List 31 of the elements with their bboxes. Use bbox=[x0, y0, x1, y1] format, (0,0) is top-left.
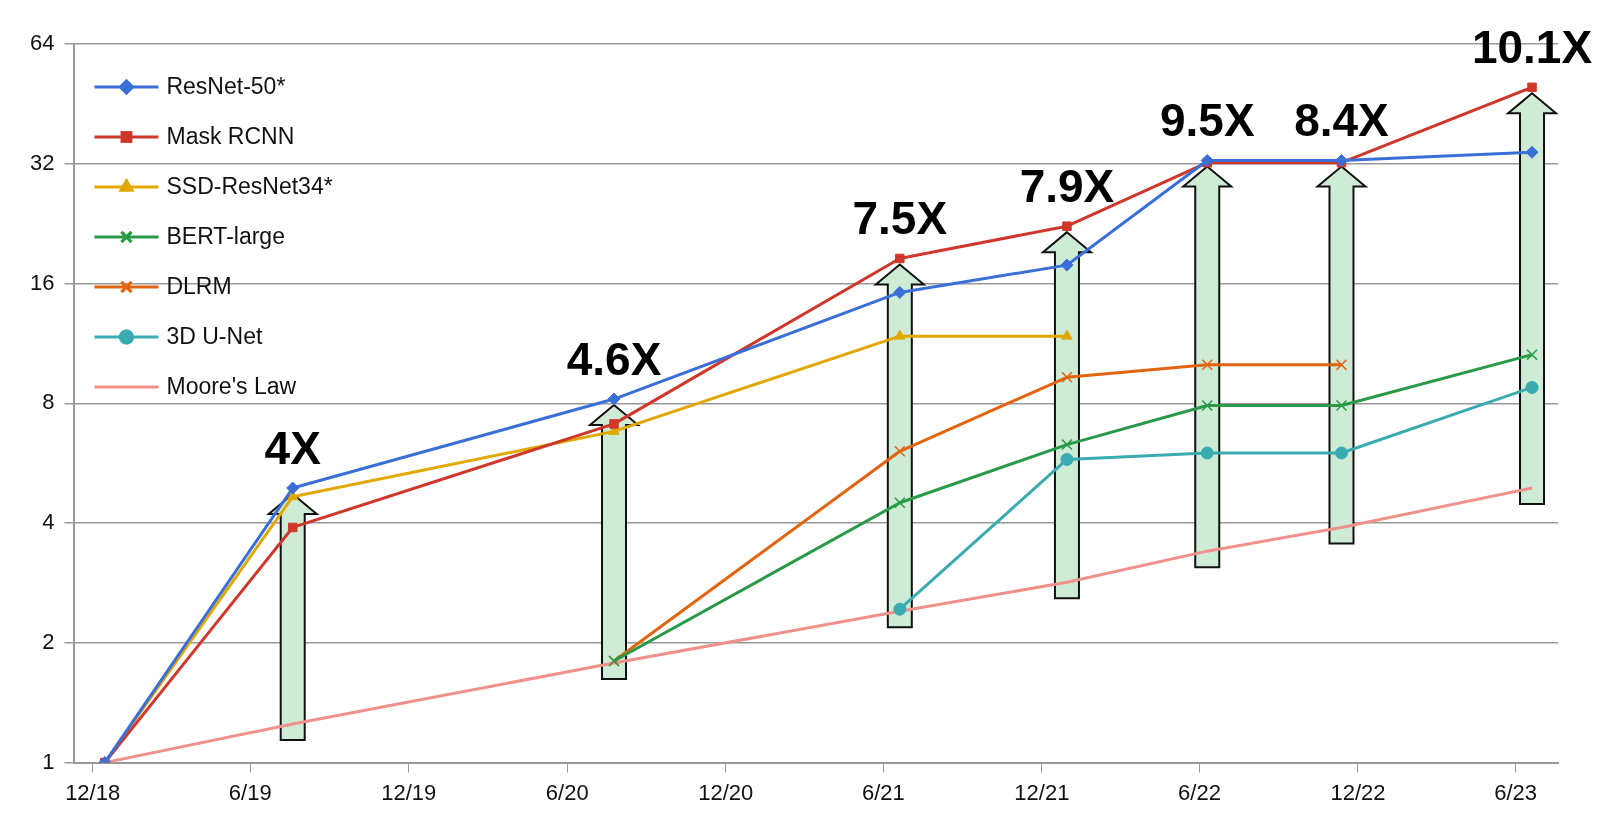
legend-label: BERT-large bbox=[166, 223, 285, 250]
y-tick-label: 2 bbox=[42, 628, 55, 654]
legend-label: Mask RCNN bbox=[166, 123, 295, 150]
legend-label: SSD-ResNet34* bbox=[166, 173, 333, 200]
y-tick-label: 64 bbox=[29, 30, 55, 56]
annotation: 10.1X bbox=[1471, 21, 1593, 74]
annotation: 4X bbox=[264, 421, 322, 474]
legend-label: Moore's Law bbox=[166, 373, 297, 400]
x-tick-label: 6/19 bbox=[228, 779, 272, 805]
x-tick-label: 12/22 bbox=[1330, 779, 1386, 805]
x-tick-label: 12/21 bbox=[1014, 779, 1070, 805]
legend-label: ResNet-50* bbox=[166, 73, 286, 100]
legend-label: DLRM bbox=[166, 273, 232, 300]
annotation: 4.6X bbox=[566, 332, 662, 385]
annotation: 7.9X bbox=[1019, 159, 1115, 212]
x-tick-label: 12/18 bbox=[65, 779, 121, 805]
x-tick-label: 6/22 bbox=[1178, 779, 1221, 805]
y-tick-label: 4 bbox=[42, 509, 55, 535]
legend-label: 3D U-Net bbox=[166, 323, 263, 350]
annotation: 8.4X bbox=[1294, 94, 1390, 147]
x-tick-label: 6/20 bbox=[545, 779, 589, 805]
x-tick-label: 12/20 bbox=[698, 779, 754, 805]
annotation: 9.5X bbox=[1159, 94, 1255, 147]
y-tick-label: 16 bbox=[29, 269, 55, 295]
y-tick-label: 32 bbox=[29, 149, 55, 175]
y-tick-label: 8 bbox=[42, 389, 55, 415]
x-tick-label: 12/19 bbox=[381, 779, 437, 805]
x-tick-label: 6/23 bbox=[1494, 779, 1537, 805]
annotation: 7.5X bbox=[852, 192, 948, 245]
y-tick-label: 1 bbox=[42, 748, 55, 774]
x-tick-label: 6/21 bbox=[861, 779, 905, 805]
